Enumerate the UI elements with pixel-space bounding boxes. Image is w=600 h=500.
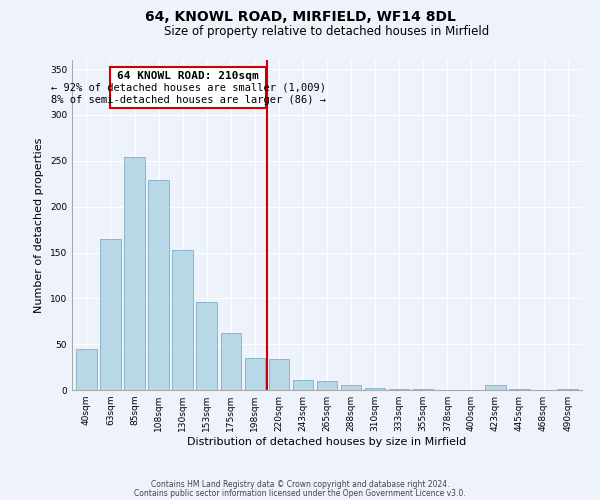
Bar (196, 302, 217, 390)
Bar (172, 250, 193, 390)
Text: 64 KNOWL ROAD: 210sqm: 64 KNOWL ROAD: 210sqm (117, 71, 259, 81)
Y-axis label: Number of detached properties: Number of detached properties (34, 138, 44, 312)
Bar (245, 358, 265, 390)
Text: 8% of semi-detached houses are larger (86) →: 8% of semi-detached houses are larger (8… (50, 95, 326, 105)
Bar (557, 389, 578, 390)
Bar (485, 386, 506, 390)
Text: Contains HM Land Registry data © Crown copyright and database right 2024.: Contains HM Land Registry data © Crown c… (151, 480, 449, 489)
Bar (389, 389, 409, 390)
Text: ← 92% of detached houses are smaller (1,009): ← 92% of detached houses are smaller (1,… (50, 83, 326, 93)
Title: Size of property relative to detached houses in Mirfield: Size of property relative to detached ho… (164, 25, 490, 38)
Bar (148, 180, 169, 390)
X-axis label: Distribution of detached houses by size in Mirfield: Distribution of detached houses by size … (187, 437, 467, 447)
Bar (100, 239, 121, 390)
Bar (317, 381, 337, 390)
Bar (509, 389, 530, 390)
Bar (341, 386, 361, 390)
Bar (269, 359, 289, 390)
Bar (76, 349, 97, 390)
FancyBboxPatch shape (110, 68, 266, 108)
Bar (365, 388, 385, 390)
Bar (221, 333, 241, 390)
Bar (293, 380, 313, 390)
Text: Contains public sector information licensed under the Open Government Licence v3: Contains public sector information licen… (134, 489, 466, 498)
Bar (413, 389, 433, 390)
Text: 64, KNOWL ROAD, MIRFIELD, WF14 8DL: 64, KNOWL ROAD, MIRFIELD, WF14 8DL (145, 10, 455, 24)
Bar (124, 157, 145, 390)
